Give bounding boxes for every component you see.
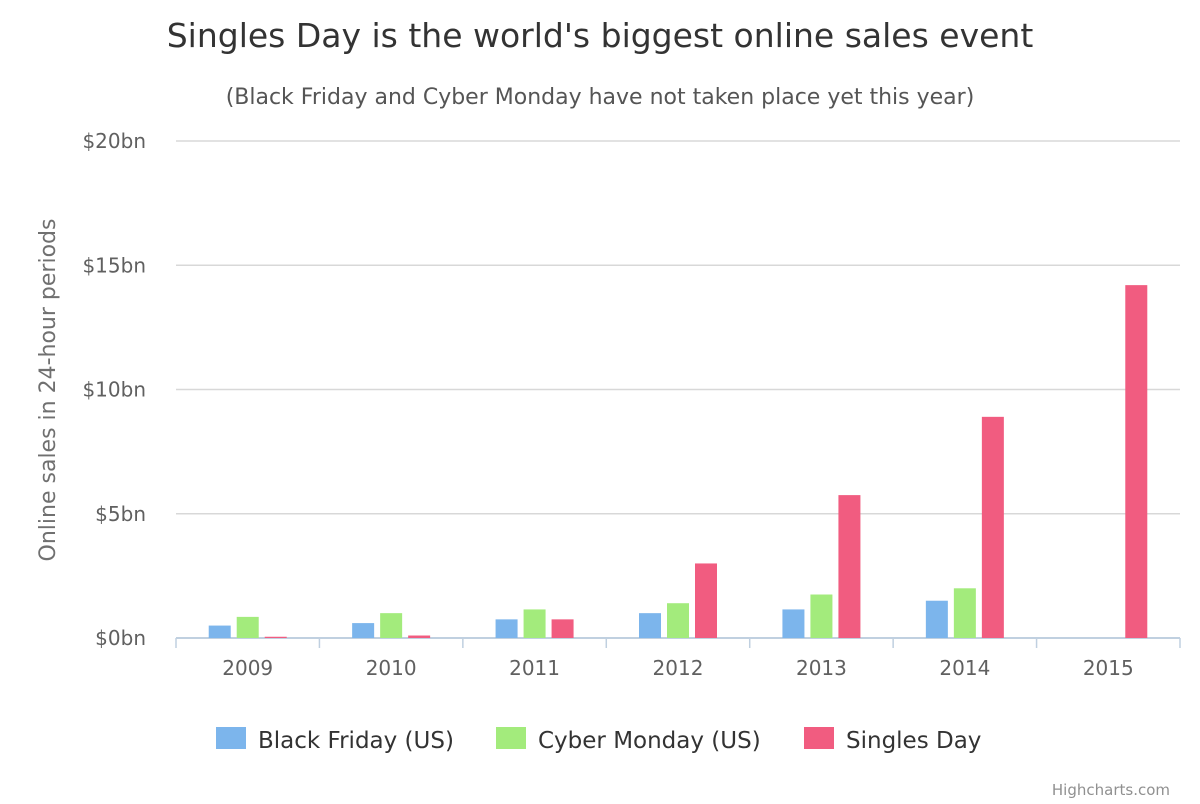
bar-cyber-monday-us-2011[interactable] [523,609,546,638]
legend-item-singles-day[interactable]: Singles Day [804,727,981,754]
legend-swatch [804,727,834,749]
y-tick-label: $20bn [82,129,146,153]
x-tick-label: 2010 [366,656,417,680]
bar-singles-day-2012[interactable] [695,563,717,638]
bars [208,285,1148,638]
bar-cyber-monday-us-2012[interactable] [667,603,689,638]
bar-cyber-monday-us-2014[interactable] [953,588,976,638]
legend: Black Friday (US) Cyber Monday (US) Single… [216,727,981,754]
y-tick-label: $5bn [95,502,146,526]
legend-label: Cyber Monday (US) [538,728,761,754]
chart-title: Singles Day is the world's biggest onlin… [167,16,1034,55]
bar-cyber-monday-us-2013[interactable] [810,594,833,638]
bar-singles-day-2014[interactable] [981,416,1004,638]
legend-swatch [496,727,526,749]
bar-black-friday-us-2014[interactable] [925,600,948,638]
legend-swatch [216,727,246,749]
credits-link[interactable]: Highcharts.com [1052,781,1170,799]
bar-black-friday-us-2009[interactable] [208,625,231,638]
x-tick-label: 2011 [509,656,560,680]
bar-black-friday-us-2013[interactable] [782,609,805,638]
bar-singles-day-2013[interactable] [838,495,861,638]
bar-cyber-monday-us-2010[interactable] [380,613,403,638]
legend-label: Singles Day [846,728,981,754]
y-tick-label: $0bn [95,626,146,650]
bar-black-friday-us-2012[interactable] [639,613,661,638]
x-axis-ticks: 2009 2010 2011 2012 2013 2014 2015 [175,638,1181,680]
bar-singles-day-2011[interactable] [551,619,574,638]
legend-item-black-friday-us[interactable]: Black Friday (US) [216,727,454,754]
y-axis-ticks: $0bn $5bn $10bn $15bn $20bn [82,129,146,650]
y-tick-label: $15bn [82,253,146,277]
bar-singles-day-2015[interactable] [1125,285,1148,638]
bar-singles-day-2009[interactable] [264,636,287,638]
legend-label: Black Friday (US) [258,728,454,754]
bar-black-friday-us-2011[interactable] [495,619,518,638]
x-tick-label: 2012 [653,656,704,680]
bar-cyber-monday-us-2009[interactable] [236,616,259,638]
x-tick-label: 2013 [796,656,847,680]
chart-subtitle: (Black Friday and Cyber Monday have not … [226,85,975,110]
legend-item-cyber-monday-us[interactable]: Cyber Monday (US) [496,727,761,754]
gridlines [176,140,1180,639]
bar-black-friday-us-2010[interactable] [352,623,375,638]
x-tick-label: 2014 [939,656,990,680]
bar-singles-day-2010[interactable] [408,635,431,638]
x-tick-label: 2009 [222,656,273,680]
y-axis-label: Online sales in 24-hour periods [36,219,61,562]
x-tick-label: 2015 [1083,656,1134,680]
y-tick-label: $10bn [82,378,146,402]
